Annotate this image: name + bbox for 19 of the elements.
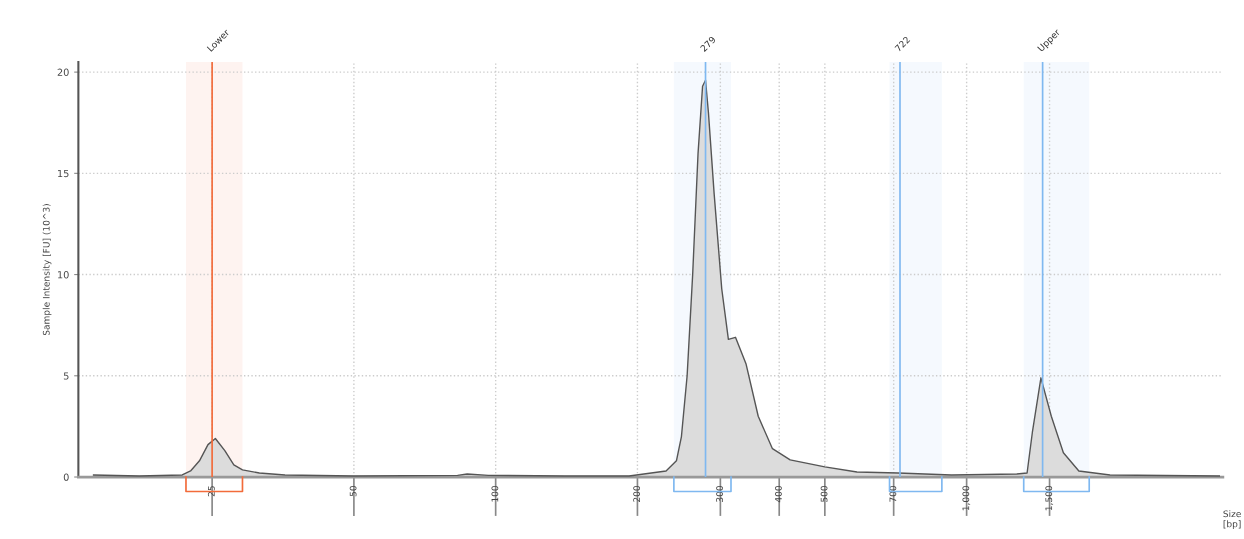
y-tick-label: 0 [63, 473, 69, 481]
x-tick-label: 700 [889, 485, 897, 502]
x-tick-label: 1,500 [1045, 485, 1054, 511]
x-tick-label: 300 [716, 485, 723, 502]
x-tick-label: 400 [775, 485, 782, 503]
ref-line-label: 279 [699, 35, 717, 52]
x-tick-label: 100 [491, 485, 499, 502]
y-tick-label: 20 [57, 68, 69, 76]
y-tick-label: 15 [58, 169, 69, 178]
ref-line-label: 722 [894, 36, 911, 52]
x-tick-label: 1,000 [962, 485, 971, 511]
x-axis-title: Size [bp] [1223, 510, 1241, 530]
x-tick-label: 50 [349, 485, 357, 497]
y-tick-label: 5 [63, 372, 69, 380]
x-tick-label: 200 [633, 485, 641, 502]
y-tick-label: 10 [58, 271, 69, 279]
x-tick-label: 25 [207, 486, 215, 497]
x-tick-label: 500 [820, 485, 828, 502]
y-axis-title: Sample Intensity [FU] (10^3) [42, 204, 52, 336]
